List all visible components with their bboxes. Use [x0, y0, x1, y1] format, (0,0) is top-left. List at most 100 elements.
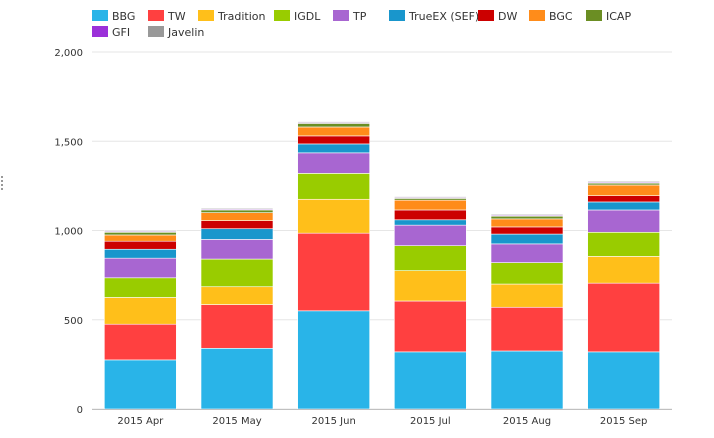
- bar-segment-javelin[interactable]: [297, 121, 370, 123]
- bar-segment-igdl[interactable]: [297, 173, 370, 200]
- bar-segment-igdl[interactable]: [490, 262, 564, 285]
- bar-segment-tw[interactable]: [587, 282, 660, 353]
- bar-segment-igdl[interactable]: [200, 258, 274, 288]
- x-tick-label: 2015 Apr: [117, 416, 164, 427]
- bar-segment-trueex-sef[interactable]: [104, 248, 177, 259]
- resize-handle-dot[interactable]: [1, 184, 3, 186]
- legend-label: GFI: [112, 26, 130, 39]
- bar-segment-icap[interactable]: [104, 231, 177, 236]
- bar-segment-bgc[interactable]: [297, 126, 370, 137]
- legend-item-gfi[interactable]: GFI: [92, 26, 130, 39]
- legend-item-bbg[interactable]: BBG: [92, 10, 135, 23]
- bar-segment-tradition[interactable]: [490, 283, 564, 308]
- x-tick-label: 2015 Jun: [312, 416, 356, 427]
- bar-segment-trueex-sef[interactable]: [297, 143, 370, 154]
- bar-segment-dw[interactable]: [587, 195, 660, 203]
- bar-segment-tp[interactable]: [104, 257, 177, 279]
- bar-segment-bbg[interactable]: [200, 348, 274, 410]
- legend-item-bgc[interactable]: BGC: [529, 10, 573, 23]
- bar-segment-tw[interactable]: [297, 232, 370, 312]
- bar-stack-2015-aug[interactable]: [490, 214, 564, 410]
- bar-stack-2015-apr[interactable]: [104, 230, 177, 410]
- bar-segment-dw[interactable]: [394, 209, 467, 221]
- legend-swatch: [333, 10, 349, 21]
- legend-item-tw[interactable]: TW: [148, 10, 186, 23]
- legend-label: Javelin: [167, 26, 204, 39]
- bar-segment-icap[interactable]: [200, 209, 274, 213]
- bar-segment-tradition[interactable]: [200, 286, 274, 305]
- bar-segment-tradition[interactable]: [394, 270, 467, 302]
- bar-segment-tp[interactable]: [490, 243, 564, 263]
- legend-swatch: [529, 10, 545, 21]
- bar-segment-bbg[interactable]: [104, 359, 177, 410]
- legend-item-javelin[interactable]: Javelin: [148, 26, 204, 39]
- y-axis: 0 500 1,000 1,500 2,000: [54, 48, 83, 416]
- y-tick-label: 2,000: [54, 48, 83, 59]
- bar-segment-javelin[interactable]: [394, 196, 467, 198]
- resize-handle-dot[interactable]: [1, 180, 3, 182]
- bar-segment-tw[interactable]: [394, 300, 467, 353]
- legend-item-trueex-sef[interactable]: TrueEX (SEF): [389, 10, 479, 23]
- x-tick-label: 2015 Sep: [600, 416, 647, 427]
- bar-segment-trueex-sef[interactable]: [587, 201, 660, 211]
- bar-segment-trueex-sef[interactable]: [394, 219, 467, 226]
- bar-stack-2015-jun[interactable]: [297, 121, 370, 410]
- bar-segment-tradition[interactable]: [587, 256, 660, 284]
- legend-label: TrueEX (SEF): [408, 10, 479, 23]
- bar-segment-tp[interactable]: [297, 152, 370, 174]
- bar-segment-bgc[interactable]: [394, 199, 467, 211]
- legend-label: ICAP: [606, 10, 631, 23]
- bar-stack-2015-may[interactable]: [200, 207, 274, 410]
- bar-segment-bbg[interactable]: [297, 310, 370, 410]
- bar-segment-tp[interactable]: [587, 209, 660, 233]
- bar-segment-dw[interactable]: [200, 220, 274, 230]
- bar-segment-bgc[interactable]: [200, 212, 274, 221]
- legend: BBG TW Tradition IGDL TP TrueEX (SEF) DW BGC ICA…: [92, 10, 631, 39]
- legend-item-icap[interactable]: ICAP: [586, 10, 631, 23]
- bar-segment-bbg[interactable]: [394, 351, 467, 410]
- legend-item-tradition[interactable]: Tradition: [198, 10, 266, 23]
- bar-segment-trueex-sef[interactable]: [490, 233, 564, 245]
- bar-stack-2015-sep[interactable]: [587, 181, 660, 410]
- bar-segment-tradition[interactable]: [297, 198, 370, 234]
- bar-segment-tp[interactable]: [394, 224, 467, 246]
- legend-label: DW: [498, 10, 517, 23]
- legend-swatch: [198, 10, 214, 21]
- legend-swatch: [148, 10, 164, 21]
- y-tick-label: 500: [64, 316, 83, 327]
- resize-handle-dot[interactable]: [1, 188, 3, 190]
- legend-label: TW: [167, 10, 186, 23]
- bar-segment-javelin[interactable]: [200, 207, 274, 210]
- legend-item-tp[interactable]: TP: [333, 10, 367, 23]
- bar-segment-javelin[interactable]: [104, 230, 177, 232]
- bar-segment-bbg[interactable]: [490, 350, 564, 410]
- legend-swatch: [389, 10, 405, 21]
- legend-label: TP: [352, 10, 367, 23]
- bar-segment-bgc[interactable]: [490, 218, 564, 228]
- bar-segment-tw[interactable]: [200, 304, 274, 349]
- bar-segment-trueex-sef[interactable]: [200, 228, 274, 240]
- legend-item-igdl[interactable]: IGDL: [274, 10, 321, 23]
- bar-segment-javelin[interactable]: [587, 181, 660, 183]
- bar-segment-icap[interactable]: [297, 123, 370, 128]
- bar-segment-igdl[interactable]: [587, 231, 660, 257]
- bar-stack-2015-jul[interactable]: [394, 196, 467, 410]
- bar-segment-dw[interactable]: [104, 240, 177, 250]
- bar-segment-icap[interactable]: [490, 215, 564, 220]
- legend-item-dw[interactable]: DW: [478, 10, 517, 23]
- bar-segment-dw[interactable]: [490, 226, 564, 235]
- bar-segment-tp[interactable]: [200, 239, 274, 260]
- resize-handle-dot[interactable]: [1, 176, 3, 178]
- bar-segment-tradition[interactable]: [104, 297, 177, 325]
- bar-segment-tw[interactable]: [490, 306, 564, 352]
- bar-segment-tw[interactable]: [104, 323, 177, 361]
- bar-segment-igdl[interactable]: [394, 245, 467, 271]
- bar-segment-bbg[interactable]: [587, 351, 660, 410]
- y-tick-label: 0: [77, 405, 83, 416]
- bar-segment-bgc[interactable]: [104, 234, 177, 242]
- legend-label: IGDL: [294, 10, 321, 23]
- bar-segment-igdl[interactable]: [104, 277, 177, 298]
- bar-segment-dw[interactable]: [297, 135, 370, 145]
- bar-segment-bgc[interactable]: [587, 184, 660, 196]
- bar-segment-javelin[interactable]: [490, 214, 564, 216]
